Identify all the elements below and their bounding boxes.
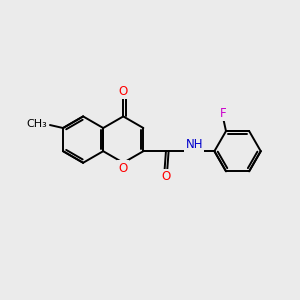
Text: O: O [119,162,128,175]
Text: CH₃: CH₃ [26,119,47,129]
Text: F: F [220,107,227,120]
Text: NH: NH [185,138,203,151]
Text: O: O [119,85,128,98]
Text: O: O [161,170,170,183]
